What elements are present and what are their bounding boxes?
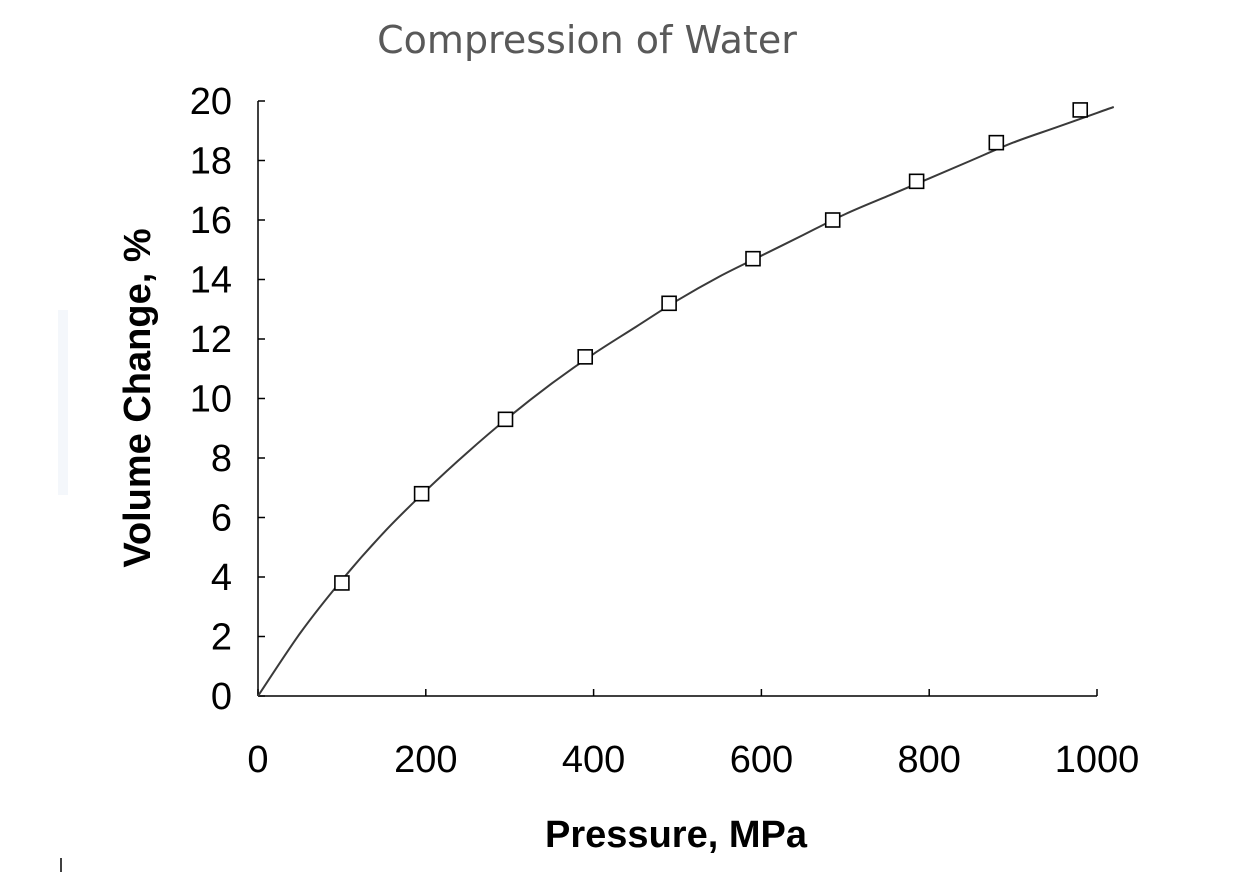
y-tick-label: 12 bbox=[190, 319, 232, 361]
y-tick-label: 16 bbox=[190, 200, 232, 242]
x-tick-label: 1000 bbox=[1055, 739, 1140, 781]
data-point bbox=[334, 575, 350, 591]
data-point bbox=[1072, 102, 1089, 118]
data-point bbox=[745, 250, 761, 267]
chart-title: Compression of Water bbox=[377, 18, 797, 62]
y-tick-label: 4 bbox=[211, 557, 232, 599]
y-ticks: 0 2 4 6 8 10 12 14 16 18 20 bbox=[190, 81, 265, 718]
edge-band bbox=[58, 310, 68, 495]
y-tick-label: 18 bbox=[190, 141, 232, 183]
y-tick-label: 14 bbox=[190, 260, 232, 302]
x-tick-label: 0 bbox=[247, 739, 268, 781]
x-tick-label: 400 bbox=[562, 739, 625, 781]
data-point bbox=[824, 212, 841, 228]
x-tick-label: 600 bbox=[730, 739, 793, 781]
y-tick-label: 20 bbox=[190, 81, 232, 123]
y-tick-label: 0 bbox=[211, 676, 232, 718]
data-point bbox=[577, 349, 594, 365]
x-tick-label: 800 bbox=[897, 739, 960, 781]
fit-curve bbox=[257, 106, 1115, 697]
data-point bbox=[988, 134, 1005, 151]
data-point bbox=[497, 411, 514, 428]
y-axis-title: Volume Change, % bbox=[117, 228, 159, 567]
y-tick-label: 6 bbox=[211, 498, 232, 540]
x-ticks: 0 200 400 600 800 1000 bbox=[247, 689, 1139, 781]
data-point bbox=[908, 173, 925, 190]
data-point bbox=[413, 485, 430, 502]
y-tick-label: 8 bbox=[211, 438, 232, 480]
x-tick-label: 200 bbox=[394, 739, 457, 781]
data-point bbox=[661, 295, 677, 312]
y-tick-label: 2 bbox=[211, 617, 232, 659]
data-markers bbox=[334, 102, 1089, 591]
x-axis-title: Pressure, MPa bbox=[545, 814, 808, 856]
y-tick-label: 10 bbox=[190, 379, 232, 421]
